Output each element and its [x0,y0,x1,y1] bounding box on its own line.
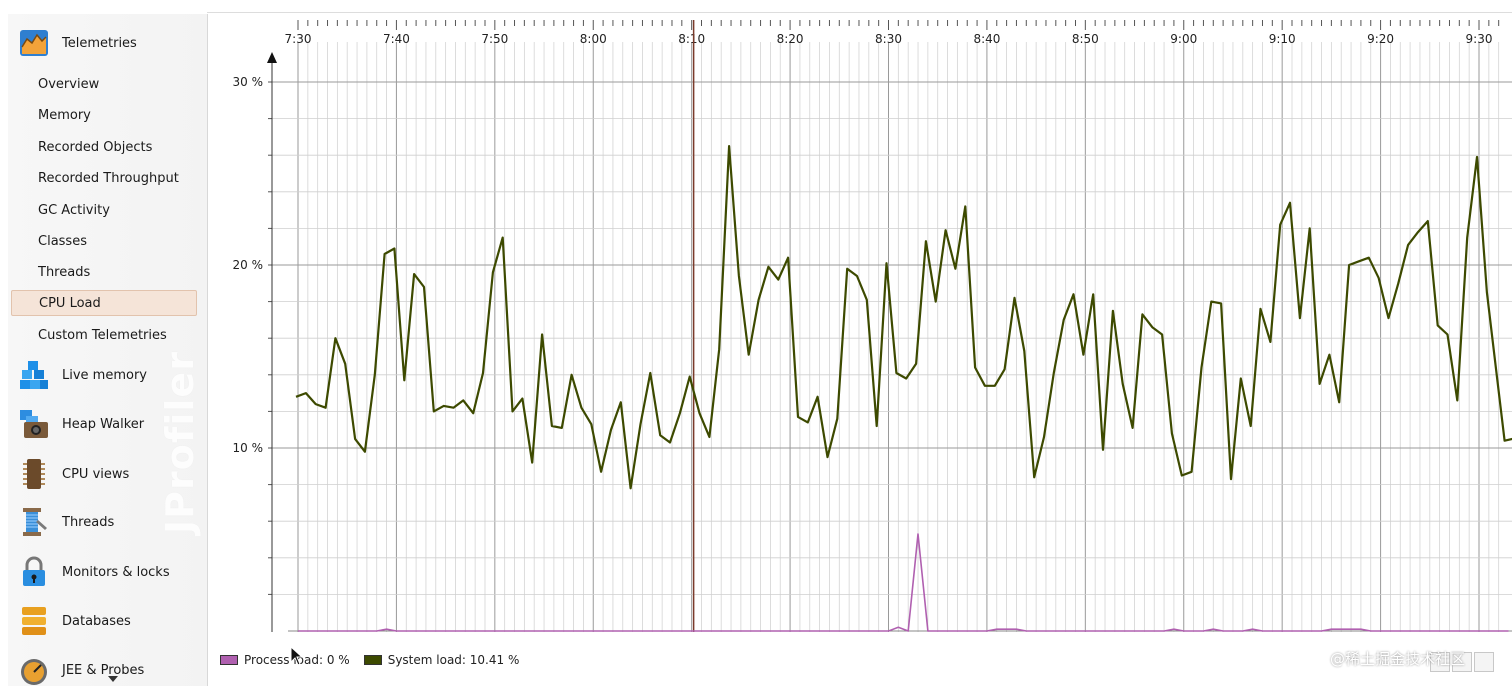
system-load-swatch [363,655,382,665]
process-load-line [298,533,1509,632]
sidebar-section-live-memory[interactable]: Live memory [18,355,147,395]
sidebar-item-overview[interactable]: Overview [38,76,100,92]
x-tick-label: 8:50 [1072,32,1099,46]
sidebar-item-custom-telemetries[interactable]: Custom Telemetries [38,327,167,343]
scroll-down-icon[interactable] [108,676,118,682]
x-tick-label: 8:30 [875,32,902,46]
sidebar-section-cpu-views[interactable]: CPU views [18,454,129,494]
x-tick-label: 8:00 [580,32,607,46]
sidebar-item-recorded-throughput[interactable]: Recorded Throughput [38,170,179,186]
y-tick-label: 20 % [233,258,264,272]
y-tick-label: 30 % [233,75,264,89]
x-tick-label: 8:20 [777,32,804,46]
jprofiler-watermark: JProfiler [158,351,202,534]
sidebar-section-heap-walker[interactable]: Heap Walker [18,404,144,444]
sidebar-item-memory[interactable]: Memory [38,107,91,123]
monitors-locks-icon [18,556,50,588]
x-tick-label: 7:50 [481,32,508,46]
zoom-out-button[interactable] [1430,652,1450,672]
sidebar-section-telemetries[interactable]: Telemetries [18,23,137,63]
y-tick-label: 10 % [233,441,264,455]
sidebar-item-threads-telemetry[interactable]: Threads [38,264,91,280]
x-tick-label: 7:30 [285,32,312,46]
top-divider [207,12,1512,13]
x-tick-label: 8:40 [973,32,1000,46]
sidebar-section-label: Heap Walker [62,416,145,432]
telemetries-icon [18,27,50,59]
system-load-legend: System load: 10.41 % [387,653,520,667]
sidebar-section-databases[interactable]: Databases [18,601,131,641]
x-tick-label: 9:10 [1269,32,1296,46]
sidebar-item-gc-activity[interactable]: GC Activity [38,202,110,218]
heap-walker-icon [18,408,50,440]
site-credit: @稀土掘金技术社区 [1330,650,1466,668]
zoom-in-button[interactable] [1474,652,1494,672]
sidebar-item-classes[interactable]: Classes [38,233,87,249]
sidebar-item-recorded-objects[interactable]: Recorded Objects [38,139,153,155]
sidebar-section-label: Live memory [62,367,147,383]
zoom-fit-button[interactable] [1452,652,1472,672]
databases-icon [18,605,50,637]
sidebar-item-cpu-load[interactable]: CPU Load [11,290,197,316]
sidebar-section-label: Monitors & locks [62,564,170,580]
y-axis-arrow-icon [267,52,277,63]
mouse-cursor-icon [290,646,304,666]
sidebar-section-label: Databases [62,613,131,629]
sidebar-section-threads[interactable]: Threads [18,502,114,542]
x-tick-label: 8:10 [678,32,705,46]
threads-icon [18,506,50,538]
sidebar-section-label: Telemetries [62,35,137,51]
process-load-swatch [220,655,238,665]
x-tick-label: 7:40 [383,32,410,46]
sidebar-section-jee-probes[interactable]: JEE & Probes [18,650,144,686]
x-tick-label: 9:20 [1367,32,1394,46]
sidebar-section-label: Threads [62,514,115,530]
sidebar-section-monitors-locks[interactable]: Monitors & locks [18,552,170,592]
live-memory-icon [18,359,50,391]
cpu-load-chart: 7:30 7:40 7:50 8:00 8:10 8:20 8:30 8:40 8:50 9:00… [233,20,1512,632]
chart-legend: Process load: 0 % System load: 10.41 % [220,651,519,669]
cpu-views-icon [18,458,50,490]
sidebar: Telemetries Overview Memory Recorded Obj… [8,14,208,686]
sidebar-section-label: CPU views [62,466,130,482]
jee-probes-icon [18,654,50,686]
system-load-line [295,145,1512,490]
sidebar-section-label: JEE & Probes [62,662,145,678]
x-tick-label: 9:30 [1466,32,1493,46]
x-tick-label: 9:00 [1170,32,1197,46]
chart-controls [1430,652,1494,672]
